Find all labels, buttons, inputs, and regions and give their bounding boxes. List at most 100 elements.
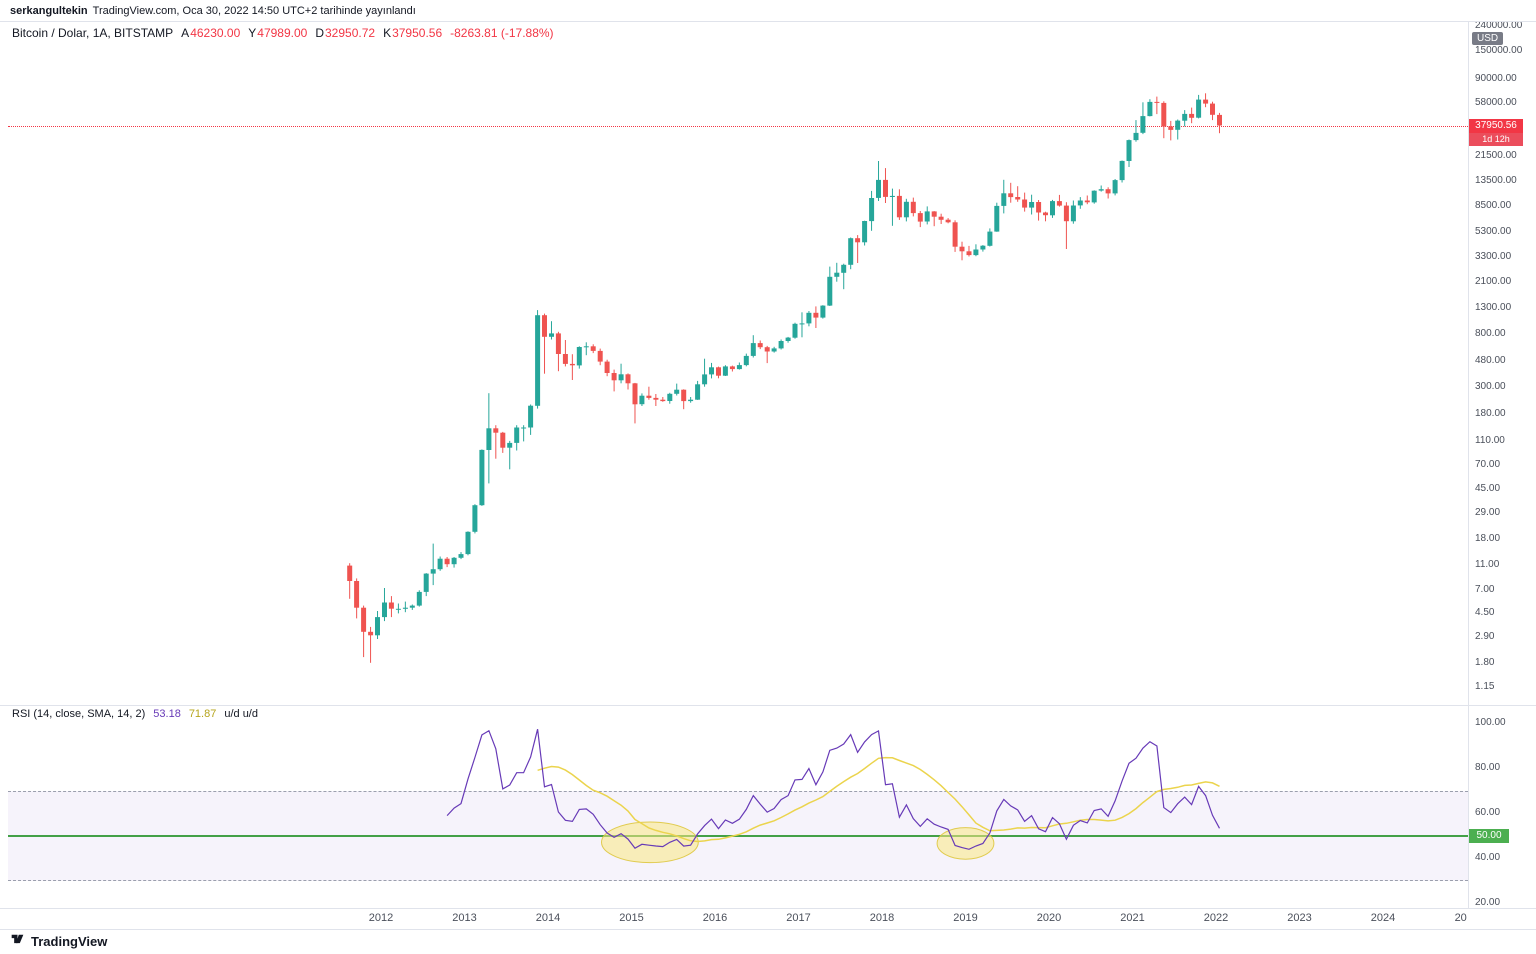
candle: [1196, 94, 1202, 119]
candle: [486, 393, 492, 484]
symbol-title[interactable]: Bitcoin / Dolar, 1A, BITSTAMP: [12, 26, 174, 40]
candle: [799, 312, 805, 338]
rsi-ma-value: 71.87: [188, 708, 217, 720]
candle: [1070, 200, 1076, 224]
candle: [924, 206, 930, 225]
pane-separator[interactable]: [0, 705, 1536, 706]
publish-header: serkangultekin TradingView.com, Oca 30, …: [0, 0, 1536, 22]
candle: [1098, 185, 1104, 192]
candle: [569, 354, 575, 380]
candle: [639, 393, 645, 406]
candle: [1140, 102, 1146, 135]
candle: [1217, 112, 1222, 134]
candle: [910, 197, 916, 217]
candle: [1091, 190, 1097, 204]
candle: [583, 342, 589, 356]
ohlc-low: D32950.72: [315, 26, 376, 40]
candle: [729, 365, 735, 372]
candle: [368, 626, 374, 663]
candle: [1050, 199, 1055, 218]
candle: [952, 220, 958, 252]
candle: [848, 237, 854, 270]
candle: [889, 188, 895, 226]
candle: [479, 449, 485, 506]
time-axis-separator: [0, 908, 1536, 909]
candle: [542, 313, 547, 374]
candle: [660, 397, 666, 402]
candle: [1168, 120, 1174, 141]
candle: [1133, 120, 1139, 142]
candle: [945, 218, 951, 224]
ohlc-close: K37950.56: [383, 26, 443, 40]
candle: [535, 310, 541, 409]
candles-layer: [347, 93, 1222, 663]
candle: [1022, 192, 1028, 212]
footer: TradingView: [10, 931, 107, 951]
candle: [451, 557, 457, 568]
rsi-ma-line: [537, 756, 1220, 843]
candle: [576, 346, 582, 369]
candle: [395, 603, 401, 614]
candle: [778, 339, 784, 350]
rsi-title[interactable]: RSI (14, close, SMA, 14, 2): [12, 708, 146, 720]
candle: [883, 168, 888, 203]
change-value: -8263.81 (-17.88%): [450, 26, 554, 40]
candle: [1077, 197, 1083, 209]
candle: [382, 588, 387, 622]
candle: [354, 578, 360, 619]
candle: [722, 365, 728, 376]
candle: [1015, 186, 1021, 202]
candle: [917, 211, 923, 228]
candle: [862, 220, 868, 246]
candle: [500, 431, 506, 453]
tradingview-logo-icon[interactable]: [10, 931, 25, 951]
candle: [1056, 194, 1062, 207]
candle: [597, 348, 603, 366]
symbol-legend: Bitcoin / Dolar, 1A, BITSTAMP A46230.00 …: [12, 26, 554, 40]
candle: [1001, 179, 1007, 214]
candle: [1105, 187, 1111, 199]
brand-name[interactable]: TradingView: [31, 933, 108, 949]
highlight-ellipse[interactable]: [601, 821, 699, 864]
ohlc-open: A46230.00: [181, 26, 241, 40]
candle: [1084, 195, 1090, 205]
rsi-50-line[interactable]: [8, 834, 1468, 837]
candle: [555, 331, 561, 372]
last-price-line: [8, 125, 1468, 127]
candle: [625, 373, 631, 390]
candle: [528, 404, 534, 435]
candle: [736, 362, 742, 370]
candle: [423, 573, 429, 597]
candle: [437, 556, 443, 571]
candle: [757, 340, 763, 350]
candle: [604, 359, 610, 377]
candle: [361, 605, 367, 658]
rsi-current-value: 53.18: [153, 708, 181, 720]
candle: [1154, 96, 1160, 115]
candle: [743, 353, 749, 367]
candle: [688, 397, 694, 403]
candle: [549, 321, 554, 340]
candle: [702, 358, 708, 387]
candle: [750, 335, 756, 358]
author-name[interactable]: serkangultekin: [10, 4, 88, 17]
candle: [820, 305, 826, 319]
candle: [402, 601, 408, 613]
candle: [1029, 194, 1035, 215]
candle: [1112, 179, 1118, 196]
candle: [785, 336, 791, 343]
candle: [1210, 101, 1215, 121]
candle: [409, 604, 415, 610]
candle: [973, 244, 979, 257]
candle: [1203, 93, 1209, 108]
candle: [1119, 160, 1125, 183]
highlight-ellipse[interactable]: [936, 827, 995, 860]
chart-bottom-border: [0, 929, 1536, 930]
candle: [347, 563, 353, 599]
candle: [1126, 139, 1132, 167]
candle: [1182, 110, 1188, 127]
candle: [632, 382, 638, 424]
candle: [493, 425, 499, 459]
price-axis-separator: [1468, 22, 1469, 908]
